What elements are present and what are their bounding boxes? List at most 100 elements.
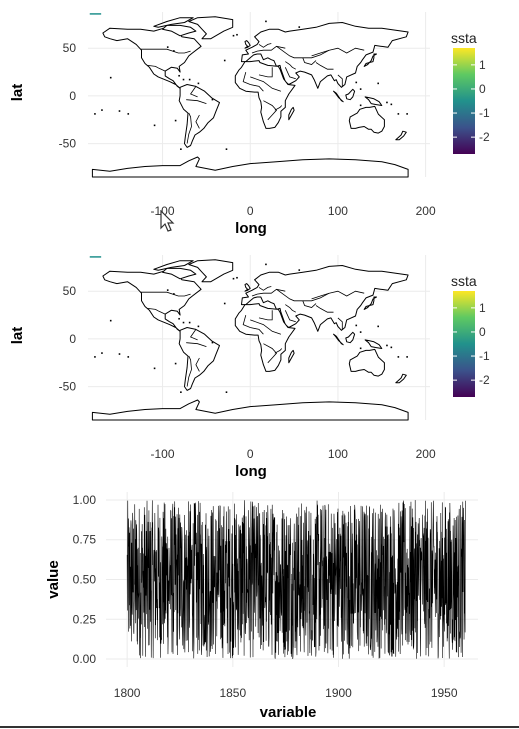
map1-ytick-0: 0 bbox=[69, 89, 76, 103]
country-border-3 bbox=[195, 114, 200, 129]
map2-y-ticks: 50 0 -50 bbox=[59, 284, 77, 393]
island-27 bbox=[355, 81, 358, 84]
line-xtick-1800: 1800 bbox=[114, 686, 141, 700]
map1-colorbar bbox=[453, 48, 475, 154]
island-10 bbox=[109, 319, 112, 322]
landmass-11 bbox=[345, 331, 356, 344]
country-border-12 bbox=[258, 43, 272, 48]
landmass-15 bbox=[395, 130, 407, 141]
island-22 bbox=[232, 34, 235, 37]
map1-legend-title: ssta bbox=[451, 30, 477, 46]
island-15 bbox=[182, 321, 185, 324]
country-border-15 bbox=[315, 305, 334, 313]
map1-x-axis-title: long bbox=[235, 220, 267, 237]
country-border-4 bbox=[186, 342, 207, 347]
country-border-18 bbox=[285, 304, 296, 313]
island-11 bbox=[94, 356, 96, 358]
country-border-16 bbox=[311, 47, 365, 57]
island-12 bbox=[101, 109, 103, 111]
country-border-8 bbox=[242, 71, 264, 92]
island-0 bbox=[173, 293, 175, 295]
map2-xtick-0: 0 bbox=[247, 447, 254, 461]
island-2 bbox=[180, 148, 182, 150]
landmass-5 bbox=[91, 399, 409, 421]
island-8 bbox=[127, 356, 130, 358]
island-9 bbox=[118, 353, 121, 355]
island-4 bbox=[223, 302, 226, 305]
landmass-3 bbox=[234, 303, 296, 372]
map2-xtick-100: 100 bbox=[328, 447, 348, 461]
map2-ytick-0: 0 bbox=[69, 332, 76, 346]
island-14 bbox=[188, 78, 191, 81]
country-border-15 bbox=[315, 62, 334, 70]
line-y-ticks: 1.00 0.75 0.50 0.25 0.00 bbox=[73, 493, 97, 666]
landmass-8 bbox=[363, 53, 377, 67]
country-border-5 bbox=[189, 329, 198, 341]
landmass-12 bbox=[364, 96, 383, 106]
map1-ytick-50: 50 bbox=[63, 41, 77, 55]
island-9 bbox=[118, 110, 121, 112]
country-border-19 bbox=[284, 310, 296, 323]
landmass-15 bbox=[395, 373, 407, 384]
island-28 bbox=[359, 347, 362, 350]
country-border-16 bbox=[311, 290, 365, 300]
map1-xtick-0: 0 bbox=[247, 204, 254, 218]
map1-legend-tick--2: -2 bbox=[479, 130, 490, 144]
country-border-19 bbox=[284, 67, 296, 80]
country-border-4 bbox=[186, 99, 207, 104]
country-border-17 bbox=[337, 74, 343, 87]
island-6 bbox=[174, 362, 177, 365]
country-border-8 bbox=[242, 314, 264, 335]
country-border-12 bbox=[258, 286, 272, 291]
map1-y-axis-title: lat bbox=[9, 84, 26, 102]
map1-legend: ssta 1 0 -1 -2 bbox=[451, 30, 490, 154]
island-22 bbox=[232, 277, 235, 280]
line-xtick-1850: 1850 bbox=[219, 686, 246, 700]
map1-legend-tick--1: -1 bbox=[479, 106, 490, 120]
landmass-13 bbox=[162, 24, 197, 37]
landmass-4 bbox=[348, 348, 385, 377]
landmass-6 bbox=[188, 16, 234, 40]
map1-legend-tick-0: 0 bbox=[479, 82, 486, 96]
line-xtick-1900: 1900 bbox=[325, 686, 352, 700]
country-border-5 bbox=[189, 86, 198, 98]
island-18 bbox=[386, 101, 388, 104]
landmass-14 bbox=[153, 17, 194, 28]
island-23 bbox=[265, 20, 267, 23]
line-ytick-0.00: 0.00 bbox=[73, 652, 97, 666]
island-8 bbox=[127, 113, 130, 115]
landmass-13 bbox=[162, 267, 197, 280]
map1-legend-tick-1: 1 bbox=[479, 58, 486, 72]
country-border-2 bbox=[186, 355, 192, 387]
landmass-12 bbox=[364, 339, 383, 349]
island-6 bbox=[174, 119, 177, 122]
map-panel-2: 50 0 -50 -100 0 100 200 long lat ssta 1 … bbox=[9, 255, 490, 480]
line-panel: 1.00 0.75 0.50 0.25 0.00 1800 1850 1900 … bbox=[45, 492, 478, 721]
map1-xtick-100: 100 bbox=[328, 204, 348, 218]
island-21 bbox=[236, 33, 238, 36]
landmass-9 bbox=[288, 106, 295, 121]
country-border-0 bbox=[140, 291, 191, 297]
island-15 bbox=[182, 78, 185, 81]
mouse-cursor-icon bbox=[160, 210, 175, 232]
island-24 bbox=[298, 269, 301, 271]
map1-ytick--50: -50 bbox=[59, 137, 77, 151]
landmass-8 bbox=[363, 296, 377, 310]
island-23 bbox=[265, 263, 267, 266]
island-1 bbox=[166, 46, 169, 48]
map-panel-1: 50 0 -50 -100 0 100 200 long lat ssta 1 … bbox=[9, 12, 490, 237]
map2-xtick-200: 200 bbox=[416, 447, 436, 461]
island-27 bbox=[355, 324, 358, 327]
map2-legend-tick-1: 1 bbox=[479, 301, 486, 315]
landmass-6 bbox=[188, 259, 234, 283]
map2-legend-title: ssta bbox=[451, 273, 477, 289]
island-24 bbox=[298, 26, 301, 28]
country-border-7 bbox=[258, 67, 273, 78]
bottom-divider bbox=[0, 726, 519, 728]
island-10 bbox=[109, 76, 112, 79]
island-13 bbox=[197, 82, 200, 85]
map2-x-ticks: -100 0 100 200 bbox=[151, 447, 436, 461]
map2-legend: ssta 1 0 -1 -2 bbox=[451, 273, 490, 397]
island-26 bbox=[359, 88, 362, 90]
